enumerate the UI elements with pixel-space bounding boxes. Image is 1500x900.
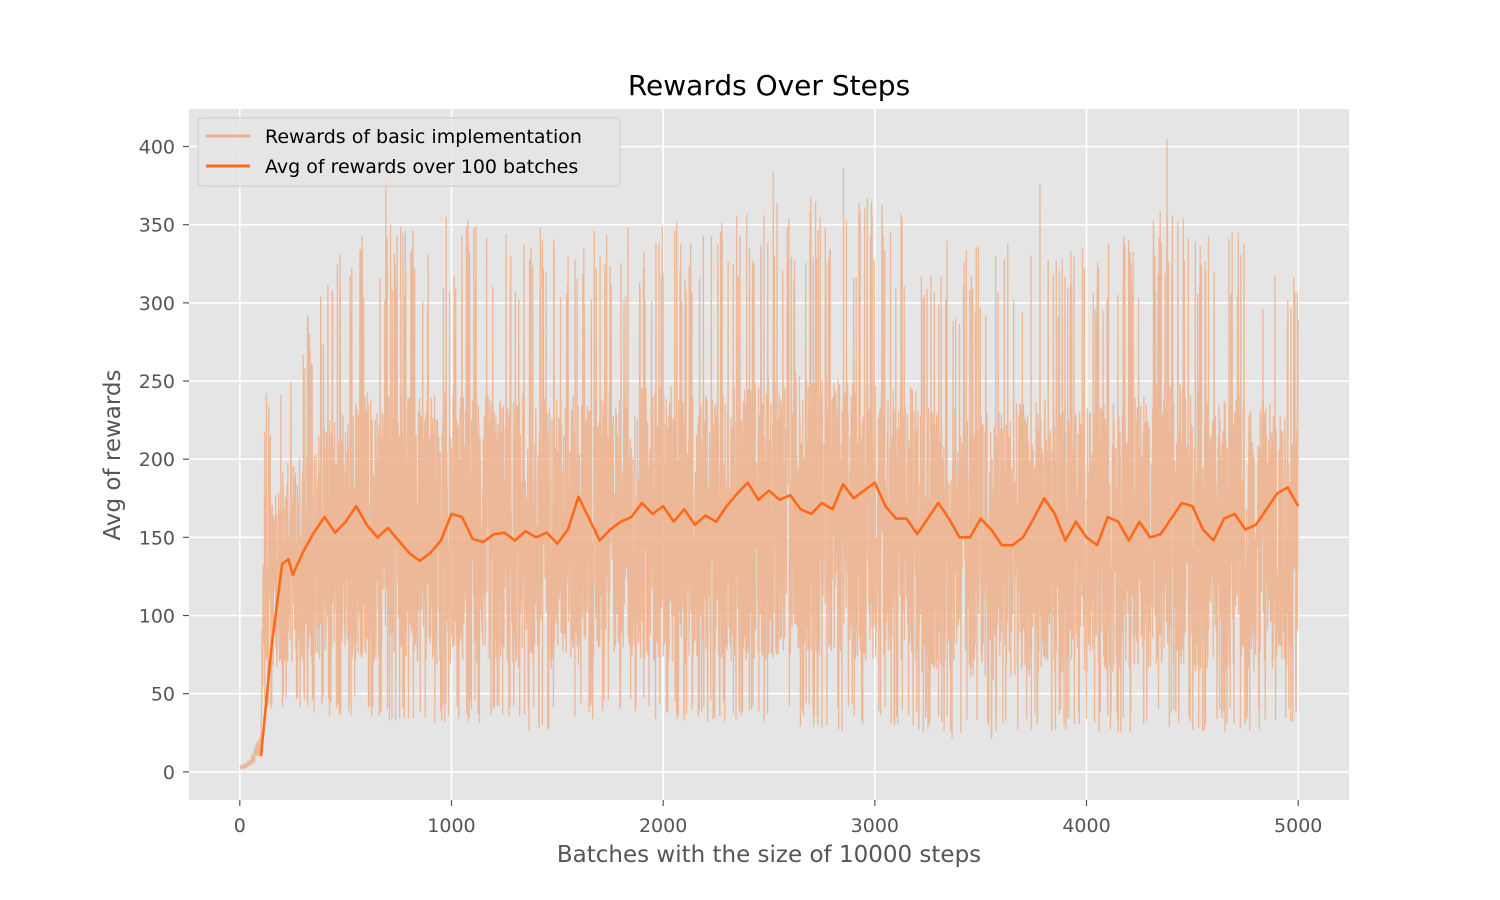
y-tick-label: 150 (139, 527, 175, 549)
y-tick-label: 0 (163, 762, 175, 784)
x-axis-ticks: 0 1000 2000 3000 4000 5000 (234, 800, 1322, 837)
y-axis-ticks: 0 50 100 150 200 250 300 350 400 (139, 137, 189, 784)
y-tick-label: 400 (139, 137, 175, 159)
y-tick-label: 250 (139, 371, 175, 393)
legend-box (197, 117, 621, 187)
legend-raw-label: Rewards of basic implementation (265, 126, 582, 148)
chart-title: Rewards Over Steps (628, 69, 910, 102)
y-tick-label: 100 (139, 606, 175, 628)
y-tick-label: 350 (139, 215, 175, 237)
y-tick-label: 300 (139, 293, 175, 315)
raw-rewards-line (239, 138, 1299, 770)
y-tick-label: 200 (139, 449, 175, 471)
y-axis-label: Avg of rewards (100, 369, 126, 540)
x-tick-label: 3000 (851, 815, 899, 837)
x-tick-label: 0 (234, 815, 246, 837)
x-axis-label: Batches with the size of 10000 steps (557, 842, 981, 868)
avg-rewards-line (259, 481, 1300, 757)
y-tick-label: 50 (151, 684, 175, 706)
avg-rewards-series (259, 481, 1300, 757)
raw-rewards-series (239, 138, 1299, 770)
legend-avg-label: Avg of rewards over 100 batches (265, 156, 578, 178)
x-tick-label: 4000 (1062, 815, 1110, 837)
x-tick-label: 2000 (639, 815, 687, 837)
x-tick-label: 5000 (1274, 815, 1322, 837)
legend: Rewards of basic implementation Avg of r… (197, 117, 621, 187)
x-tick-label: 1000 (427, 815, 475, 837)
